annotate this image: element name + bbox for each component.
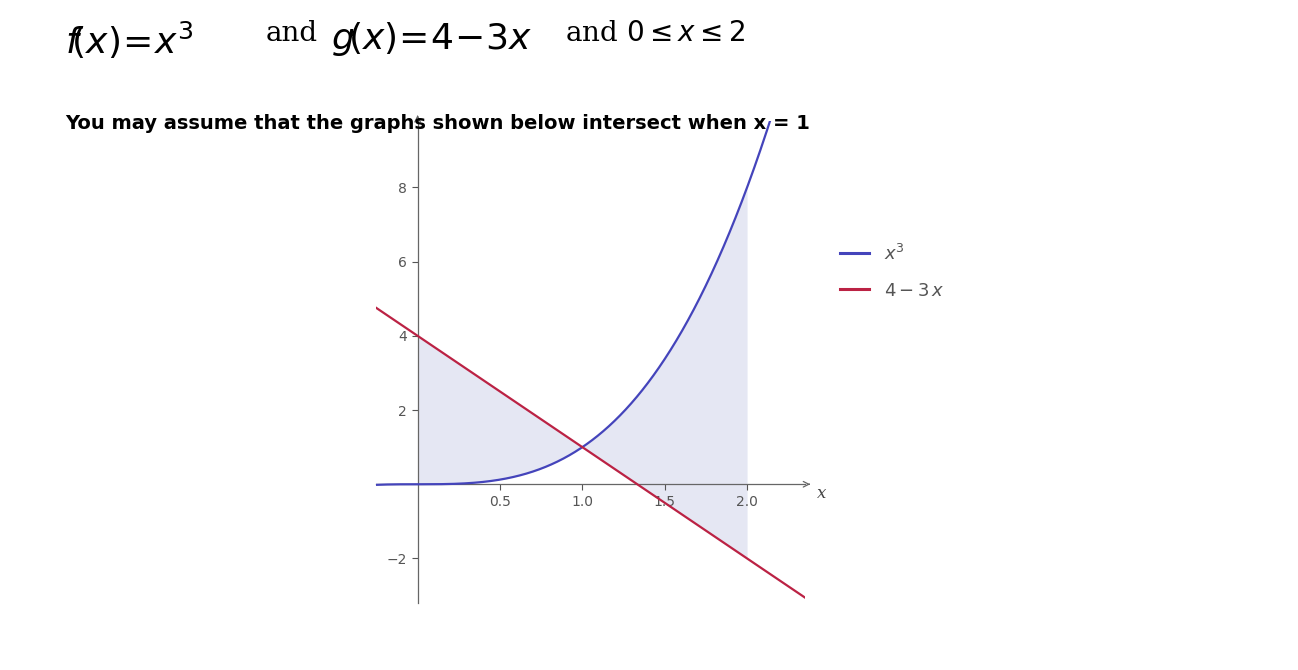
Text: x: x [816, 485, 826, 502]
Text: You may assume that the graphs shown below intersect when x = 1: You may assume that the graphs shown bel… [65, 114, 810, 133]
Legend: $x^3$, $4-3\,x$: $x^3$, $4-3\,x$ [833, 237, 951, 308]
Text: $g\!\left(x\right)\!=\!4\!-\!3x$: $g\!\left(x\right)\!=\!4\!-\!3x$ [331, 20, 532, 58]
Text: $f\!\left(x\right)\!=\!x^3$: $f\!\left(x\right)\!=\!x^3$ [65, 20, 193, 61]
Text: and: and [266, 20, 318, 47]
Text: and $0 \leq x \leq 2$: and $0 \leq x \leq 2$ [565, 20, 745, 47]
